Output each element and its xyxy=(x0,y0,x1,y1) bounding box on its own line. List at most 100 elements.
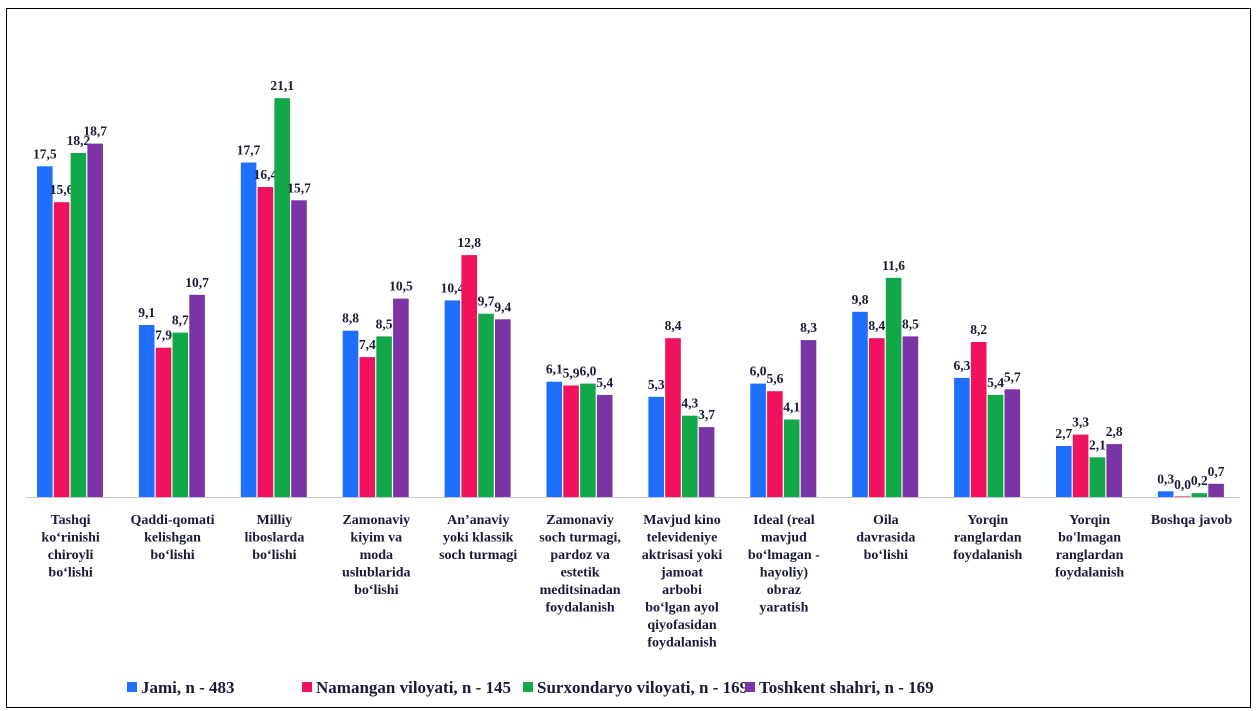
data-label: 6,0 xyxy=(579,364,596,379)
data-label: 2,1 xyxy=(1089,437,1106,452)
data-label: 8,5 xyxy=(902,316,919,331)
category-label: ranglardan xyxy=(954,531,1022,546)
category-label: Oila xyxy=(873,513,899,528)
bar xyxy=(1208,483,1224,497)
bar xyxy=(987,394,1004,497)
legend-swatch xyxy=(523,682,533,692)
data-label: 9,8 xyxy=(852,292,869,307)
data-label: 9,4 xyxy=(494,299,511,314)
bar xyxy=(970,342,987,497)
legend-label: Namangan viloyati, n - 145 xyxy=(316,678,511,697)
bar xyxy=(954,377,970,497)
category-label: obraz xyxy=(767,583,801,598)
category-label: ranglardan xyxy=(1056,548,1124,563)
legend-swatch xyxy=(302,682,312,692)
bar xyxy=(274,98,290,497)
bar xyxy=(1056,446,1072,497)
category-label: uslublarida xyxy=(342,566,410,581)
category-label: jamoat xyxy=(660,566,703,581)
bar xyxy=(70,153,87,497)
data-label: 5,3 xyxy=(648,377,665,392)
bar xyxy=(580,383,596,497)
category-label: kelishgan xyxy=(144,531,201,546)
category-label: Zamonaviy xyxy=(342,513,410,528)
data-label: 6,0 xyxy=(750,364,767,379)
category-label: bo‘lishi xyxy=(150,548,194,563)
category-label: bo‘lishi xyxy=(48,566,92,581)
category-label: soch turmagi xyxy=(439,548,517,563)
legend-label: Toshkent shahri, n - 169 xyxy=(759,678,934,697)
category-label: estetik xyxy=(561,566,600,581)
category-label: soch turmagi, xyxy=(539,531,621,546)
data-label: 8,5 xyxy=(376,316,393,331)
category-label: bo‘lishi xyxy=(354,583,398,598)
bar xyxy=(1157,491,1174,497)
data-label: 11,6 xyxy=(882,258,905,273)
category-label: Yorqin xyxy=(1069,513,1110,528)
category-label: foydalanish xyxy=(953,548,1022,563)
category-label: foydalanish xyxy=(545,601,614,616)
data-label: 5,4 xyxy=(987,375,1004,390)
bar xyxy=(478,313,494,497)
data-label: 10,5 xyxy=(389,279,413,294)
category-label: bo‘lmagan - xyxy=(748,548,820,563)
category-label: meditsinadan xyxy=(540,583,621,598)
data-label: 3,7 xyxy=(698,407,715,422)
legend-label: Surxondaryo viloyati, n - 169 xyxy=(537,678,748,697)
category-label: chiroyli xyxy=(48,548,94,563)
category-label: yaratish xyxy=(759,601,808,616)
bar xyxy=(257,187,274,497)
category-label: qiyofasidan xyxy=(647,618,716,633)
category-label: Ideal (real xyxy=(753,513,815,528)
bar xyxy=(393,298,409,497)
bar xyxy=(155,347,172,497)
category-label: pardoz va xyxy=(550,548,610,563)
bar xyxy=(767,391,783,497)
data-label: 18,2 xyxy=(67,133,91,148)
bar xyxy=(902,336,919,497)
bar xyxy=(682,415,698,497)
data-label: 8,8 xyxy=(342,311,359,326)
category-label: arbobi xyxy=(662,583,702,598)
category-label: Qaddi-qomati xyxy=(130,513,214,528)
legend-label: Jami, n - 483 xyxy=(141,678,235,697)
data-label: 16,4 xyxy=(254,167,278,182)
data-label: 5,9 xyxy=(563,366,580,381)
data-label: 0,7 xyxy=(1208,464,1225,479)
data-label: 2,7 xyxy=(1055,426,1072,441)
category-label: Yorqin xyxy=(967,513,1008,528)
category-label: Boshqa javob xyxy=(1151,513,1233,528)
data-label: 7,9 xyxy=(155,328,172,343)
bar xyxy=(495,319,511,497)
data-label: 8,3 xyxy=(800,320,817,335)
chart-frame xyxy=(6,8,1251,708)
data-label: 0,2 xyxy=(1191,473,1208,488)
bar xyxy=(665,338,681,497)
category-label: Zamonaviy xyxy=(546,513,614,528)
data-label: 3,3 xyxy=(1072,415,1089,430)
data-label: 6,1 xyxy=(546,362,563,377)
category-label: davrasida xyxy=(856,531,915,546)
data-label: 4,3 xyxy=(681,396,698,411)
category-label: televideniye xyxy=(647,531,718,546)
data-label: 15,7 xyxy=(287,180,311,195)
data-label: 5,4 xyxy=(596,375,613,390)
data-label: 5,6 xyxy=(766,371,783,386)
data-label: 0,0 xyxy=(1174,477,1191,492)
data-label: 8,4 xyxy=(868,318,885,333)
bar xyxy=(800,340,817,497)
category-label: liboslarda xyxy=(244,531,304,546)
bar xyxy=(37,166,53,498)
category-label: ko‘rinishi xyxy=(41,531,99,546)
bar xyxy=(885,277,902,497)
bar xyxy=(546,381,563,497)
data-label: 0,3 xyxy=(1157,471,1174,486)
bar xyxy=(291,200,307,498)
bar xyxy=(750,383,766,497)
bar xyxy=(563,385,579,497)
bar xyxy=(189,294,205,497)
bar xyxy=(1004,389,1021,497)
category-label: foydalanish xyxy=(1055,566,1124,581)
data-label: 10,7 xyxy=(185,275,209,290)
